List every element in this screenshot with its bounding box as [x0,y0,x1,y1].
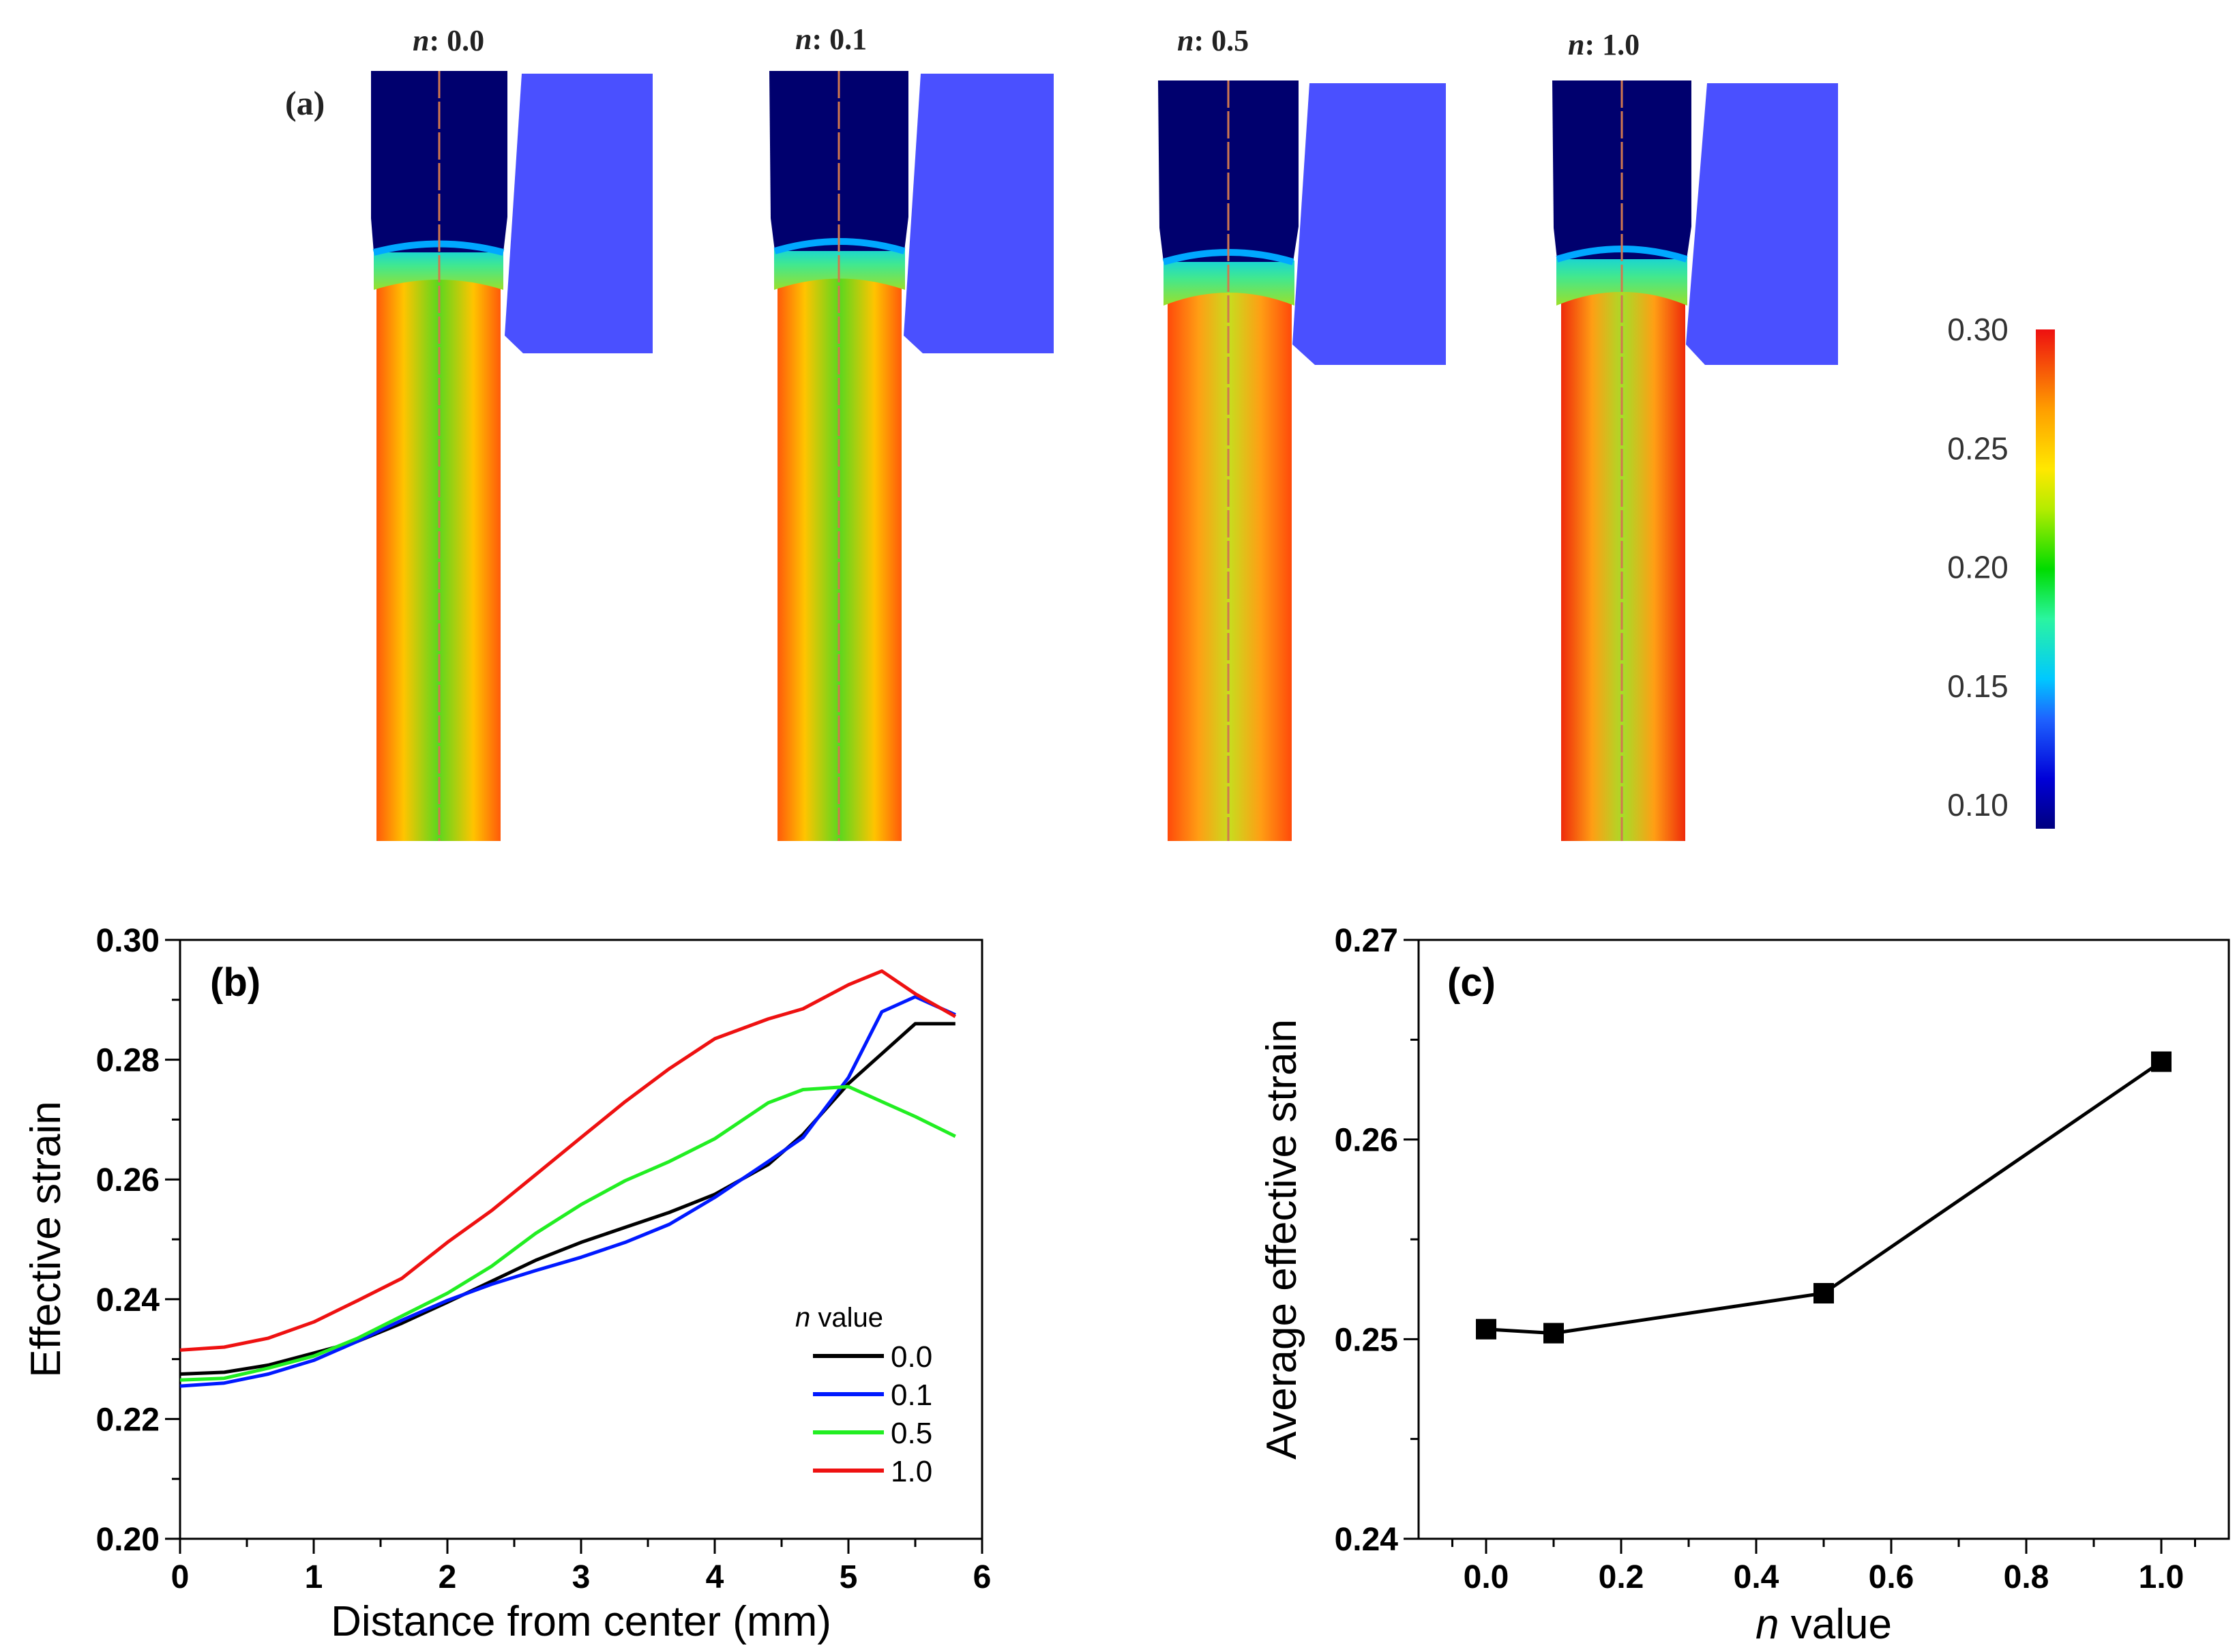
colorbar-tick-label: 0.20 [1947,550,2009,585]
c-x-tick-label: 0.2 [1599,1559,1644,1595]
c-series-line-Average effective strain [1485,1060,2163,1336]
b-y-tick-label: 0.24 [96,1282,160,1318]
die [904,74,1054,353]
die [1292,83,1446,365]
sim-title-n-0-1: n: 0.1 [795,23,867,56]
b-series-line-0.5 [179,1085,956,1382]
c-x-tick-label: 0.0 [1464,1559,1509,1595]
b-series-line-0.1 [179,994,956,1388]
die [505,74,653,353]
simulation-n-0-5: n: 0.5 [1158,24,1446,841]
c-y-tick-label: 0.26 [1335,1123,1398,1159]
b-y-tick-label: 0.26 [96,1162,160,1198]
colorbar-gradient [2036,329,2055,829]
panel-a-label: (a) [285,84,325,122]
rod-strain-field [1168,286,1292,841]
legend-title: n value [795,1303,883,1333]
colorbar-tick-label: 0.25 [1947,430,2009,466]
c-y-tick-label: 0.25 [1335,1322,1398,1358]
b-y-tick-label: 0.20 [96,1522,160,1558]
legend-label-1.0: 1.0 [891,1455,932,1488]
b-x-tick-label: 0 [171,1559,190,1595]
c-y-tick-label: 0.24 [1335,1522,1399,1558]
b-x-axis-label: Distance from center (mm) [331,1598,831,1645]
b-legend: n value 0.0 0.1 0.5 1.0 [795,1303,932,1488]
colorbar-tick-label: 0.30 [1947,312,2009,347]
plot-frame-c [1417,939,2230,1540]
colorbar-tick-label: 0.10 [1947,787,2009,823]
simulation-n-1-0: n: 1.0 [1552,28,1838,841]
c-data-point [2151,1051,2172,1072]
simulation-n-0-0: n: 0.0 [371,24,653,841]
sim-title-n-1-0: n: 1.0 [1568,28,1640,61]
legend-label-0.1: 0.1 [891,1378,932,1412]
c-y-tick-label: 0.27 [1335,923,1398,959]
c-x-tick-label: 0.6 [1869,1559,1914,1595]
b-x-tick-label: 2 [439,1559,457,1595]
b-x-tick-label: 6 [973,1559,992,1595]
c-x-tick-label: 1.0 [2139,1559,2184,1595]
c-data-point [1813,1283,1834,1304]
c-y-axis-label: Average effective strain [1258,1019,1305,1460]
b-x-tick-label: 3 [572,1559,591,1595]
b-y-tick-label: 0.22 [96,1402,160,1438]
colorbar: 0.30 0.25 0.20 0.15 0.10 [1947,312,2055,829]
b-x-tick-label: 1 [305,1559,323,1595]
b-x-tick-label: 5 [840,1559,858,1595]
billet-undeformed [1158,80,1299,262]
chart-c: 0.0 0.2 0.4 0.6 0.8 1.0 0.24 0.25 0.26 0.27 (c) n… [1258,923,2230,1648]
c-data-point [1476,1318,1496,1340]
b-series-line-1.0 [179,969,957,1352]
legend-label-0.5: 0.5 [891,1417,932,1450]
c-x-axis-label: n value [1755,1601,1892,1648]
colorbar-tick-labels: 0.30 0.25 0.20 0.15 0.10 [1947,312,2009,823]
b-y-axis-label: Effective strain [23,1101,70,1377]
b-x-tick-label: 4 [706,1559,724,1595]
billet-undeformed [769,71,908,251]
c-x-tick-label: 0.4 [1734,1559,1779,1595]
die [1686,83,1838,365]
b-series-line-0.0 [179,1022,955,1376]
b-y-tick-label: 0.30 [96,923,160,959]
rod-strain-field [1561,286,1685,841]
plot-frame-b [179,939,983,1540]
chart-b: 0 1 2 3 4 5 6 0.20 0.22 0.24 0.26 0.28 0.30 (b) Dist… [23,923,991,1645]
b-y-tick-label: 0.28 [96,1043,160,1079]
billet-undeformed [1552,80,1691,259]
panel-a: (a) n: 0.0 n: 0.1 n: 0.5 [285,23,2055,841]
c-data-point [1543,1323,1564,1344]
c-x-tick-label: 0.8 [2004,1559,2049,1595]
sim-title-n-0-5: n: 0.5 [1177,24,1249,57]
sim-title-n-0-0: n: 0.0 [413,24,484,57]
legend-label-0.0: 0.0 [891,1340,932,1374]
billet-undeformed [371,71,507,252]
panel-b-label: (b) [210,960,261,1005]
panel-c-label: (c) [1447,960,1496,1005]
simulation-n-0-1: n: 0.1 [769,23,1054,841]
colorbar-tick-label: 0.15 [1947,668,2009,704]
